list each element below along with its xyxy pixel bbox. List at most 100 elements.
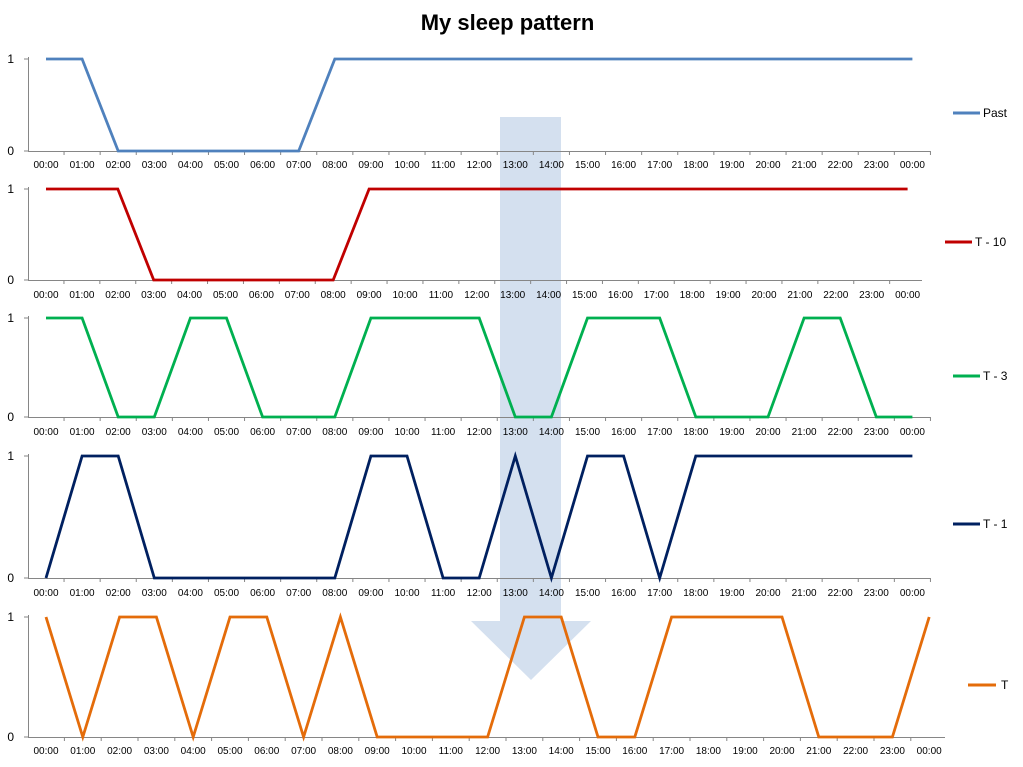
x-tick-label: 22:00 xyxy=(823,290,848,301)
x-tick-label: 00:00 xyxy=(33,746,58,757)
x-tick-label: 18:00 xyxy=(683,160,708,171)
x-tick-label: 01:00 xyxy=(70,160,95,171)
arrow-shaft xyxy=(500,117,561,621)
x-tick-label: 07:00 xyxy=(286,588,311,599)
x-tick-label: 05:00 xyxy=(213,290,238,301)
x-tick-label: 22:00 xyxy=(828,588,853,599)
series-line-0 xyxy=(46,57,913,153)
x-tick-label: 16:00 xyxy=(608,290,633,301)
x-tick-label: 20:00 xyxy=(755,588,780,599)
y-tick-label: 0 xyxy=(7,144,14,158)
legend-label: T - 3 xyxy=(983,369,1008,383)
x-tick-label: 09:00 xyxy=(358,160,383,171)
x-tick-label: 21:00 xyxy=(806,746,831,757)
panel-0: 1 0 00:00 01:00 02:00 03:00 04:00 05:00 06:00 07:… xyxy=(7,52,1007,171)
x-tick-label: 11:00 xyxy=(431,588,456,599)
chart-title: My sleep pattern xyxy=(420,10,595,35)
x-tick-label: 16:00 xyxy=(622,746,647,757)
x-tick-label: 08:00 xyxy=(322,160,347,171)
x-tick-label: 07:00 xyxy=(291,746,316,757)
x-tick-label: 03:00 xyxy=(142,588,167,599)
x-tick-label: 03:00 xyxy=(141,290,166,301)
x-tick-label: 17:00 xyxy=(647,588,672,599)
x-tick-label: 22:00 xyxy=(843,746,868,757)
series-line-1 xyxy=(46,187,908,282)
x-tick-label: 00:00 xyxy=(900,427,925,438)
x-tick-label: 14:00 xyxy=(539,588,564,599)
x-tick-label: 06:00 xyxy=(254,746,279,757)
x-tick-label: 00:00 xyxy=(33,160,58,171)
x-tick-label: 10:00 xyxy=(394,160,419,171)
x-tick-label: 14:00 xyxy=(549,746,574,757)
x-tick-label: 12:00 xyxy=(467,588,492,599)
x-tick-label: 19:00 xyxy=(733,746,758,757)
x-tick-label: 17:00 xyxy=(647,427,672,438)
x-tick-label: 10:00 xyxy=(392,290,417,301)
x-tick-label: 07:00 xyxy=(285,290,310,301)
x-tick-label: 02:00 xyxy=(105,290,130,301)
x-tick-label: 19:00 xyxy=(719,160,744,171)
x-tick-label: 08:00 xyxy=(322,427,347,438)
x-tick-label: 19:00 xyxy=(716,290,741,301)
y-tick-label: 0 xyxy=(7,410,14,424)
x-tick-label: 00:00 xyxy=(900,160,925,171)
x-tick-label: 02:00 xyxy=(106,160,131,171)
x-tick-label: 20:00 xyxy=(755,427,780,438)
x-tick-label: 05:00 xyxy=(214,160,239,171)
x-tick-label: 11:00 xyxy=(431,160,456,171)
x-tick-label: 04:00 xyxy=(178,427,203,438)
x-tick-label: 21:00 xyxy=(792,427,817,438)
x-tick-label: 23:00 xyxy=(864,588,889,599)
panel-3: 1 0 00:00 01:00 02:00 03:00 04:00 05:00 06:00 07:… xyxy=(7,449,1007,599)
x-tick-label: 16:00 xyxy=(611,160,636,171)
x-tick-label: 20:00 xyxy=(769,746,794,757)
x-tick-label: 12:00 xyxy=(467,160,492,171)
x-tick-label: 14:00 xyxy=(539,160,564,171)
x-tick-label: 09:00 xyxy=(358,588,383,599)
legend-label: T - 10 xyxy=(975,235,1006,249)
y-tick-label: 0 xyxy=(7,273,14,287)
x-tick-label: 10:00 xyxy=(401,746,426,757)
x-tick-label: 00:00 xyxy=(900,588,925,599)
x-tick-label: 17:00 xyxy=(647,160,672,171)
x-tick-label: 01:00 xyxy=(70,746,95,757)
y-tick-label: 0 xyxy=(7,571,14,585)
x-tick-label: 05:00 xyxy=(217,746,242,757)
x-tick-label: 13:00 xyxy=(512,746,537,757)
x-tick-label: 03:00 xyxy=(142,160,167,171)
x-tick-label: 18:00 xyxy=(683,588,708,599)
series-line-3 xyxy=(44,451,913,583)
x-tick-label: 10:00 xyxy=(394,427,419,438)
x-tick-label: 22:00 xyxy=(828,427,853,438)
x-tick-label: 01:00 xyxy=(70,588,95,599)
x-tick-label: 15:00 xyxy=(575,160,600,171)
x-tick-label: 13:00 xyxy=(503,588,528,599)
x-tick-label: 08:00 xyxy=(321,290,346,301)
x-tick-label: 02:00 xyxy=(107,746,132,757)
legend-label: T xyxy=(1001,678,1009,692)
x-tick-label: 12:00 xyxy=(475,746,500,757)
x-tick-label: 04:00 xyxy=(178,160,203,171)
x-tick-label: 05:00 xyxy=(214,588,239,599)
x-tick-label: 23:00 xyxy=(880,746,905,757)
x-tick-label: 15:00 xyxy=(575,427,600,438)
x-tick-label: 22:00 xyxy=(828,160,853,171)
x-tick-label: 00:00 xyxy=(33,588,58,599)
x-tick-label: 18:00 xyxy=(680,290,705,301)
x-tick-label: 08:00 xyxy=(328,746,353,757)
y-tick-label: 1 xyxy=(7,610,14,624)
x-tick-label: 19:00 xyxy=(719,427,744,438)
x-tick-label: 03:00 xyxy=(144,746,169,757)
legend-label: Past xyxy=(983,106,1008,120)
x-tick-label: 17:00 xyxy=(659,746,684,757)
x-tick-label: 13:00 xyxy=(503,160,528,171)
panel-2: 1 0 00:00 01:00 02:00 03:00 04:00 05:00 06:00 07:… xyxy=(7,311,1007,438)
y-tick-label: 1 xyxy=(7,182,14,196)
x-tick-label: 03:00 xyxy=(142,427,167,438)
x-tick-label: 14:00 xyxy=(539,427,564,438)
x-tick-label: 12:00 xyxy=(467,427,492,438)
x-tick-label: 00:00 xyxy=(33,427,58,438)
x-tick-label: 07:00 xyxy=(286,427,311,438)
x-tick-label: 14:00 xyxy=(536,290,561,301)
